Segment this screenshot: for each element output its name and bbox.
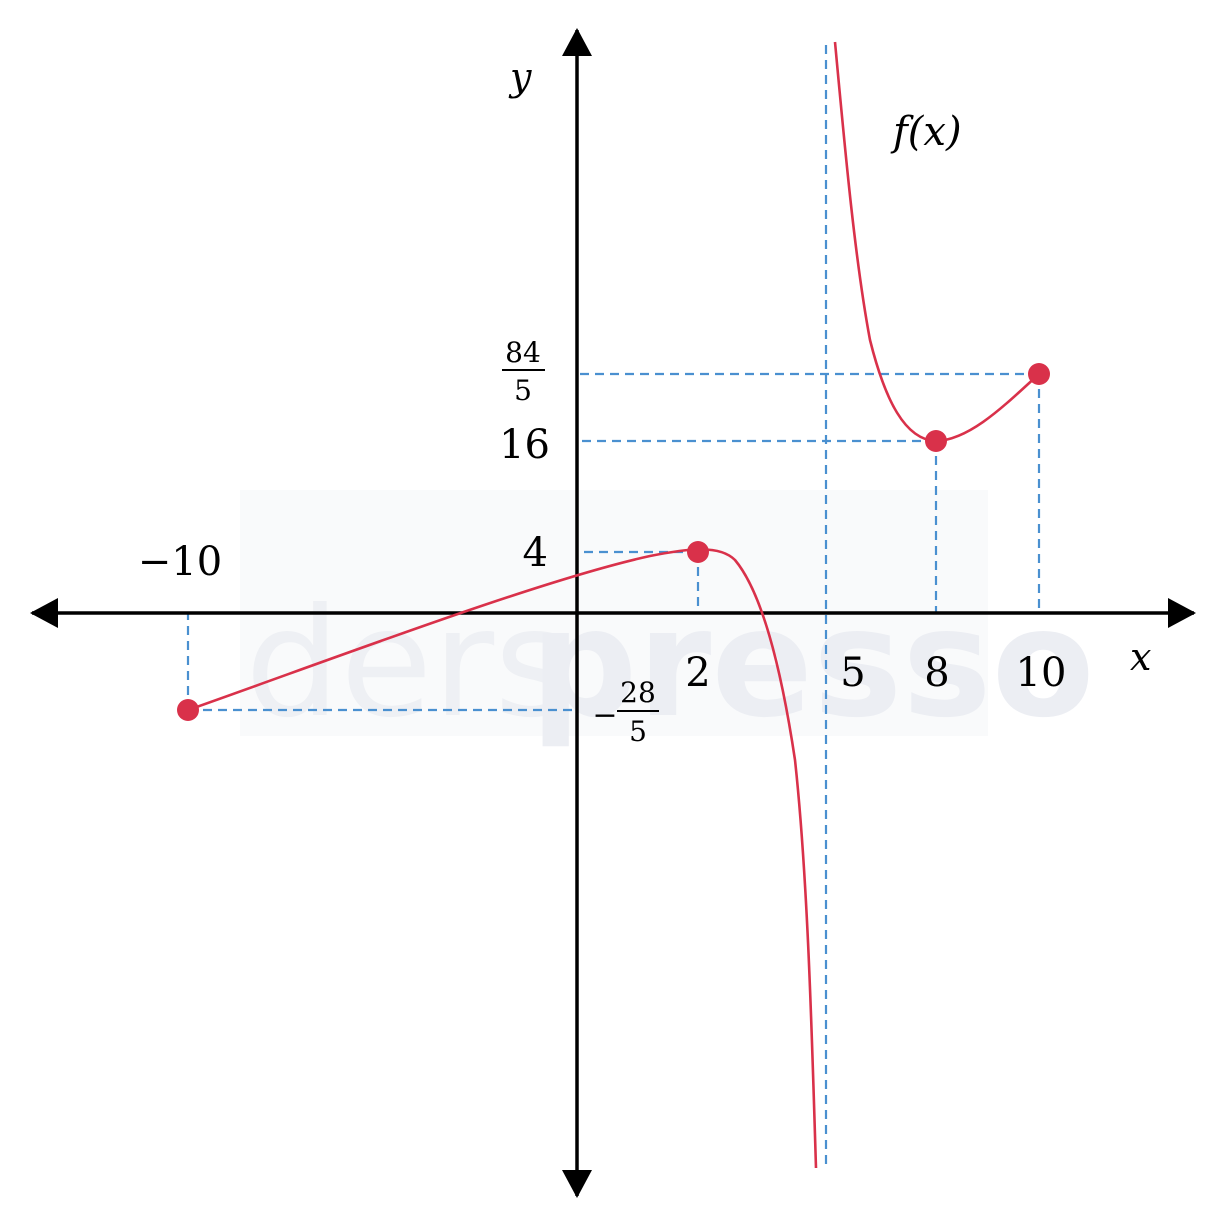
- y-tick-neg28-5-denominator: 5: [629, 715, 647, 748]
- x-axis-arrow-left: [30, 598, 58, 628]
- y-tick-84-5-denominator: 5: [514, 374, 532, 407]
- function-curve: [187, 41, 1040, 1169]
- watermark-bold: presso: [530, 577, 1095, 751]
- x-tick-8: 8: [924, 650, 949, 696]
- watermark-text: ders presso: [245, 577, 1095, 751]
- curve-left-branch: [187, 548, 818, 1169]
- marked-points: [177, 363, 1050, 721]
- x-tick-2: 2: [685, 650, 710, 696]
- x-tick-10: 10: [1016, 650, 1067, 696]
- x-tick-neg10: −10: [138, 539, 222, 585]
- guide-lines: [186, 45, 1041, 1168]
- y-tick-neg28-5-sign: −: [592, 698, 617, 733]
- y-tick-16: 16: [499, 422, 550, 468]
- point-0: [177, 699, 199, 721]
- point-3: [1028, 363, 1050, 385]
- watermark-light: ders: [245, 577, 572, 751]
- y-tick-84-5-numerator: 84: [505, 336, 541, 369]
- x-axis-label: x: [1130, 635, 1151, 679]
- curve-right-branch: [833, 41, 1040, 443]
- y-axis-arrow-bottom: [562, 1170, 592, 1198]
- y-axis-arrow-top: [562, 28, 592, 56]
- x-axis-arrow-right: [1168, 598, 1196, 628]
- y-axis-label: y: [508, 55, 532, 99]
- y-tick-neg28-5-numerator: 28: [620, 676, 656, 709]
- y-tick-4: 4: [523, 530, 548, 576]
- point-1: [687, 541, 709, 563]
- y-tick-84-5: 84 5: [502, 336, 545, 407]
- function-label: f(x): [890, 109, 962, 155]
- y-tick-neg28-5: − 28 5: [592, 676, 659, 748]
- x-tick-5: 5: [840, 650, 865, 696]
- point-2: [925, 430, 947, 452]
